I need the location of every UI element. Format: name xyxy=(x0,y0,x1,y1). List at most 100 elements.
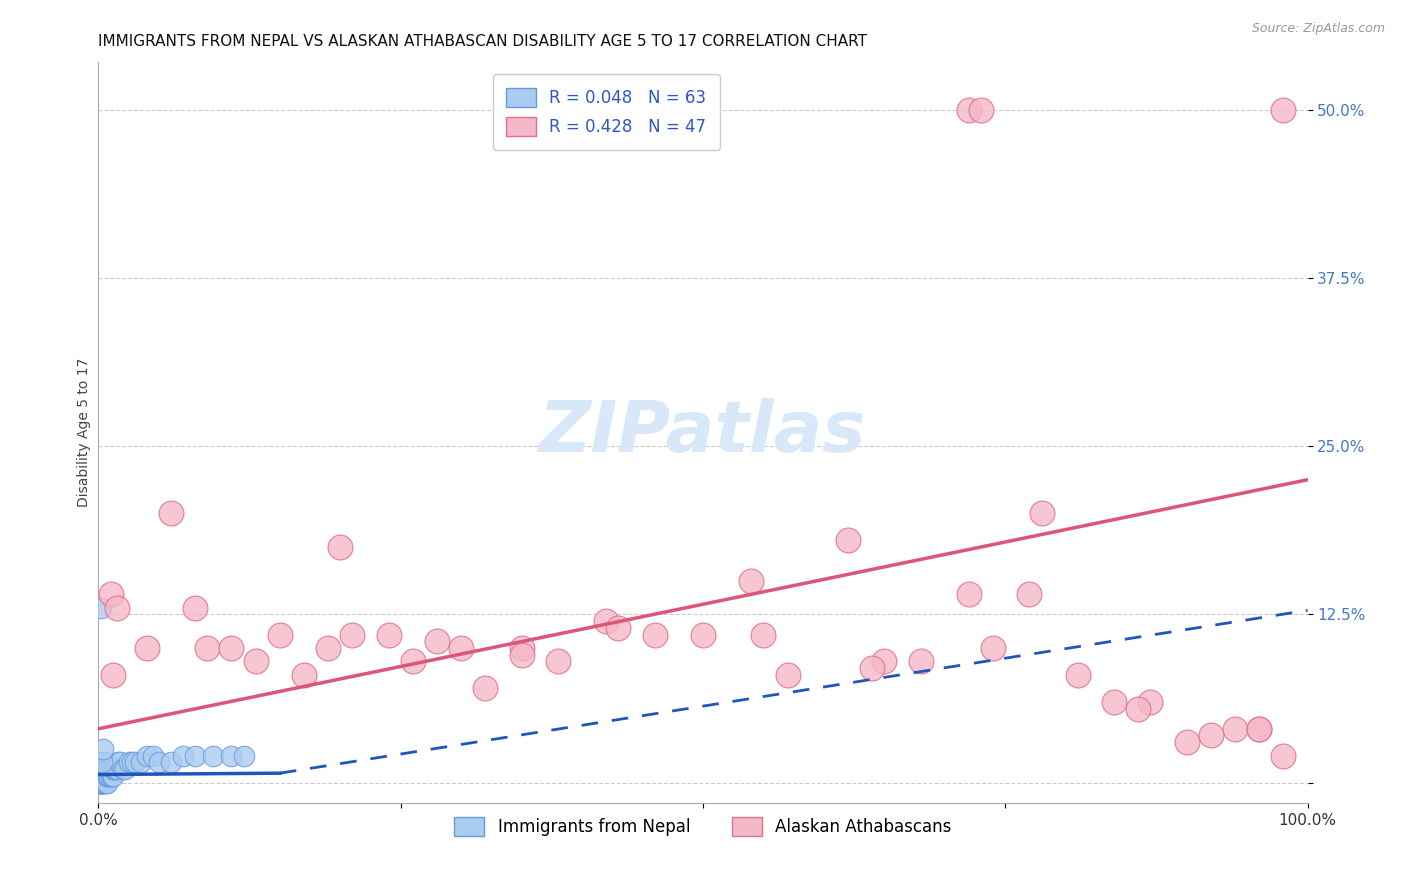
Point xyxy=(184,600,207,615)
Point xyxy=(94,769,117,783)
Point xyxy=(1067,668,1090,682)
Point xyxy=(221,748,243,763)
Point xyxy=(1128,701,1150,715)
Point xyxy=(96,762,118,776)
Point xyxy=(101,769,124,783)
Y-axis label: Disability Age 5 to 17: Disability Age 5 to 17 xyxy=(77,358,91,508)
Point xyxy=(100,769,122,783)
Point xyxy=(90,769,112,783)
Point xyxy=(91,769,114,783)
Point xyxy=(105,762,128,776)
Point xyxy=(135,640,157,655)
Point xyxy=(195,640,218,655)
Point xyxy=(91,769,114,783)
Point xyxy=(426,634,449,648)
Point xyxy=(644,627,666,641)
Point xyxy=(90,762,112,776)
Point xyxy=(91,742,114,756)
Point xyxy=(142,748,165,763)
Point xyxy=(450,640,472,655)
Point xyxy=(1139,695,1161,709)
Point xyxy=(752,627,775,641)
Point xyxy=(1018,587,1040,601)
Point xyxy=(292,668,315,682)
Text: ZIPatlas: ZIPatlas xyxy=(540,398,866,467)
Point xyxy=(94,775,117,789)
Point xyxy=(91,762,114,776)
Point xyxy=(89,775,111,789)
Point xyxy=(1031,507,1053,521)
Point xyxy=(89,775,111,789)
Point xyxy=(90,775,112,789)
Point xyxy=(105,600,128,615)
Point xyxy=(101,762,124,776)
Point xyxy=(160,507,183,521)
Point xyxy=(1249,722,1271,736)
Point xyxy=(342,627,364,641)
Point xyxy=(776,668,799,682)
Point xyxy=(100,769,122,783)
Point xyxy=(98,762,121,776)
Text: Source: ZipAtlas.com: Source: ZipAtlas.com xyxy=(1251,22,1385,36)
Point xyxy=(172,748,194,763)
Point xyxy=(100,762,122,776)
Point xyxy=(94,762,117,776)
Point xyxy=(118,756,141,770)
Point xyxy=(89,769,111,783)
Point xyxy=(91,762,114,776)
Point xyxy=(510,640,533,655)
Point xyxy=(1102,695,1125,709)
Point xyxy=(981,640,1004,655)
Point xyxy=(245,655,267,669)
Point xyxy=(1272,103,1295,117)
Point xyxy=(135,748,157,763)
Point xyxy=(90,775,112,789)
Point xyxy=(89,769,111,783)
Point xyxy=(108,756,131,770)
Point xyxy=(96,775,118,789)
Point xyxy=(910,655,932,669)
Point xyxy=(91,769,114,783)
Point xyxy=(91,762,114,776)
Point xyxy=(148,756,170,770)
Point xyxy=(957,103,980,117)
Point xyxy=(474,681,496,696)
Point xyxy=(402,655,425,669)
Point xyxy=(91,775,114,789)
Point xyxy=(96,769,118,783)
Point xyxy=(93,769,115,783)
Point xyxy=(91,775,114,789)
Point xyxy=(329,540,352,554)
Point xyxy=(90,600,112,615)
Point xyxy=(1199,729,1222,743)
Point xyxy=(1272,748,1295,763)
Point xyxy=(97,769,120,783)
Point xyxy=(692,627,714,641)
Point xyxy=(860,661,883,675)
Point xyxy=(101,668,124,682)
Point xyxy=(160,756,183,770)
Point xyxy=(595,614,617,628)
Point xyxy=(316,640,339,655)
Point xyxy=(837,533,859,548)
Point xyxy=(1223,722,1246,736)
Point xyxy=(93,762,115,776)
Legend: Immigrants from Nepal, Alaskan Athabascans: Immigrants from Nepal, Alaskan Athabasca… xyxy=(447,810,959,843)
Point xyxy=(107,756,129,770)
Point xyxy=(740,574,762,588)
Point xyxy=(114,762,136,776)
Point xyxy=(873,655,896,669)
Point xyxy=(607,621,630,635)
Point xyxy=(91,769,114,783)
Point xyxy=(269,627,291,641)
Point xyxy=(91,775,114,789)
Point xyxy=(103,762,125,776)
Point xyxy=(90,762,112,776)
Point xyxy=(93,775,115,789)
Point xyxy=(957,587,980,601)
Point xyxy=(104,762,127,776)
Point xyxy=(221,640,243,655)
Point xyxy=(90,769,112,783)
Point xyxy=(1175,735,1198,749)
Point xyxy=(232,748,254,763)
